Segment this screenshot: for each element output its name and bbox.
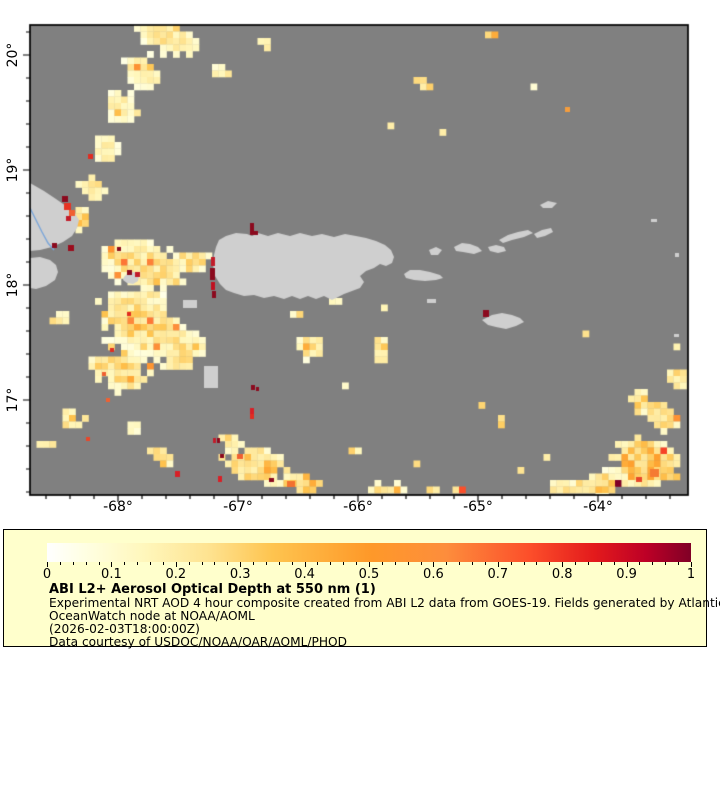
colorbar-tick	[691, 562, 692, 567]
legend-caption-line: Data courtesy of USDOC/NOAA/OAR/AOML/PHO…	[49, 635, 347, 649]
legend-caption-line: Experimental NRT AOD 4 hour composite cr…	[49, 596, 720, 610]
colorbar-tick	[587, 562, 589, 565]
colorbar-tick	[394, 562, 396, 565]
colorbar-tick	[214, 562, 216, 565]
colorbar-tick	[613, 562, 615, 565]
colorbar-tick	[575, 562, 577, 565]
lon-tick-label: -67°	[223, 499, 253, 515]
colorbar-tick	[175, 562, 177, 567]
colorbar-tick	[446, 562, 448, 565]
colorbar-tick	[652, 562, 654, 565]
colorbar-tick-label: 0.4	[294, 567, 315, 582]
colorbar-tick	[253, 562, 255, 565]
colorbar-tick	[639, 562, 641, 565]
colorbar-tick	[536, 562, 538, 565]
colorbar-gradient	[47, 543, 691, 562]
colorbar-tick-label: 0.8	[551, 567, 573, 582]
colorbar-tick	[265, 562, 267, 565]
colorbar-tick	[150, 562, 152, 565]
lon-tick-label: -68°	[103, 499, 133, 515]
legend-title: ABI L2+ Aerosol Optical Depth at 550 nm …	[49, 582, 376, 597]
colorbar-tick	[407, 562, 409, 565]
legend-caption-line: OceanWatch node at NOAA/AOML	[49, 609, 255, 623]
colorbar-tick	[188, 562, 190, 565]
colorbar-tick	[137, 562, 139, 565]
colorbar-tick	[317, 562, 319, 565]
lat-tick-label: 19°	[5, 157, 21, 183]
colorbar-tick	[85, 562, 87, 565]
colorbar-tick-label: 0	[42, 567, 52, 582]
colorbar-tick	[98, 562, 100, 565]
colorbar-tick	[124, 562, 126, 565]
colorbar-tick	[562, 562, 564, 567]
colorbar-tick	[523, 562, 525, 565]
legend-box: 0 0.1 0.2 0.3 0.4 0.5 0.6 0.7 0.8 0.9 1 ABI L2+ Ae…	[3, 529, 720, 649]
colorbar-tick-label: 0.5	[358, 567, 380, 582]
colorbar-tick	[227, 562, 229, 565]
colorbar-tick	[459, 562, 461, 565]
colorbar-tick	[240, 562, 242, 567]
colorbar-tick	[472, 562, 474, 565]
colorbar-tick-label: 0.6	[423, 567, 444, 582]
colorbar-tick	[356, 562, 358, 565]
colorbar-tick	[47, 562, 48, 567]
colorbar-tick	[484, 562, 486, 565]
colorbar-tick-label: 0.1	[101, 567, 122, 582]
colorbar-tick	[330, 562, 332, 565]
colorbar-tick	[433, 562, 435, 567]
lon-tick-label: -65°	[463, 499, 493, 515]
colorbar-tick	[678, 562, 680, 565]
colorbar-tick	[291, 562, 293, 565]
colorbar-tick	[665, 562, 667, 565]
colorbar-tick-label: 0.2	[165, 567, 187, 582]
colorbar-tick	[369, 562, 370, 567]
lon-tick-label: -66°	[343, 499, 373, 515]
lat-tick-label: 17°	[5, 387, 21, 413]
colorbar-tick	[278, 562, 280, 565]
legend-caption-line: (2026-02-03T18:00:00Z)	[49, 622, 200, 636]
colorbar-tick	[59, 562, 61, 565]
colorbar-tick-label: 0.7	[487, 567, 509, 582]
colorbar-tick	[510, 562, 512, 565]
colorbar-tick	[381, 562, 383, 565]
colorbar-tick	[201, 562, 203, 565]
colorbar-tick	[600, 562, 602, 565]
lat-tick-label: 18°	[5, 272, 21, 298]
colorbar-tick-label: 1	[686, 567, 696, 582]
colorbar-tick	[304, 562, 306, 567]
map-canvas	[0, 0, 720, 520]
colorbar-tick	[549, 562, 551, 565]
colorbar-tick	[111, 562, 113, 567]
colorbar-tick	[72, 562, 74, 565]
lat-tick-label: 20°	[5, 42, 21, 68]
colorbar-tick	[497, 562, 499, 567]
lon-tick-label: -64°	[583, 499, 613, 515]
colorbar-tick-label: 0.3	[229, 567, 251, 582]
colorbar-tick	[162, 562, 164, 565]
colorbar-tick	[420, 562, 422, 565]
colorbar-tick	[626, 562, 628, 567]
colorbar-tick	[343, 562, 345, 565]
colorbar-tick-label: 0.9	[616, 567, 637, 582]
